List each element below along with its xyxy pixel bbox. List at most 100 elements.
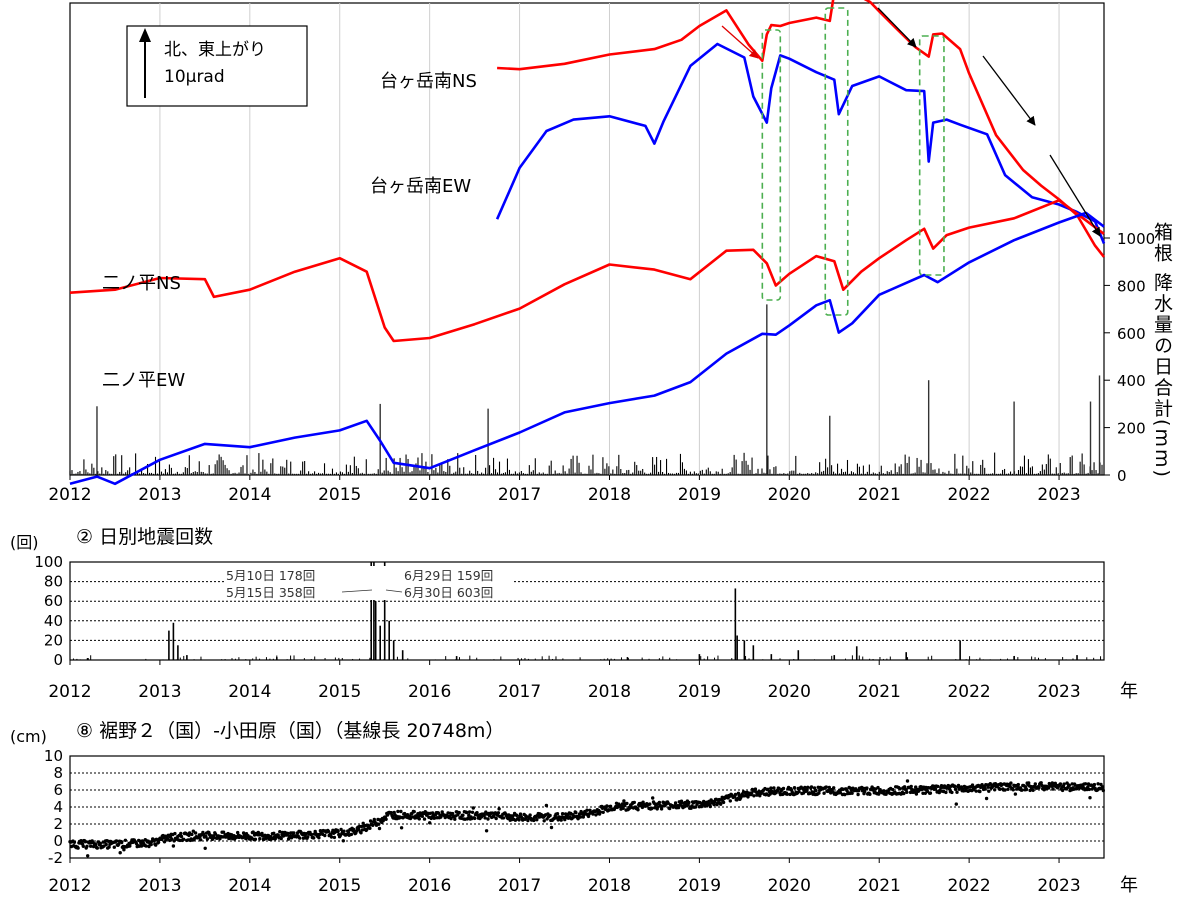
gnss-point: [936, 784, 940, 789]
gnss-point: [107, 845, 111, 849]
gnss-point: [81, 844, 86, 848]
gnss-point: [72, 840, 77, 844]
gnss-point: [156, 840, 161, 844]
gnss-point: [104, 842, 108, 847]
year-label: 2012: [48, 682, 91, 702]
gnss-point: [824, 785, 828, 789]
tilt-year-labels: 2012 2013 2014 2015 2016 2017 2018 2019 2020 2021…: [48, 475, 1081, 505]
gnss-unit: (cm): [10, 727, 47, 746]
year-label: 2023: [1037, 485, 1080, 505]
gnss-point: [535, 818, 539, 822]
gnss-year-labels: 2012 2013 2014 2015 2016 2017 2018 2019 2020 2021…: [48, 858, 1081, 896]
gnss-point: [349, 832, 354, 837]
gnss-point: [286, 831, 290, 836]
gnss-point: [1006, 787, 1010, 791]
gnss-point: [114, 839, 119, 843]
gnss-point: [346, 830, 351, 835]
gnss-point: [336, 829, 340, 834]
gnss-point: [676, 805, 681, 810]
gnss-point: [806, 785, 810, 789]
gnss-nen-label: 年: [1120, 875, 1138, 896]
gnss-point: [809, 785, 814, 789]
gnss-point: [260, 831, 264, 836]
gnss-point: [1009, 781, 1013, 785]
gnss-point: [359, 831, 363, 835]
gnss-point: [733, 792, 738, 797]
gnss-point: [399, 826, 404, 830]
gnss-point: [202, 832, 206, 837]
gnss-point: [1096, 782, 1100, 786]
gnss-point: [865, 786, 869, 790]
gnss-point: [914, 792, 919, 796]
gnss-point: [976, 783, 981, 788]
eq-note-1: 5月10日 178回: [226, 568, 315, 583]
eq-tick-label: 100: [34, 553, 63, 571]
gnss-point: [279, 836, 283, 841]
gnss-point: [1027, 781, 1031, 785]
gnss-point: [712, 802, 716, 807]
gnss-point: [89, 844, 93, 848]
gnss-point: [412, 810, 416, 814]
gnss-point: [484, 829, 489, 833]
gnss-point: [420, 814, 424, 818]
gnss-point: [118, 851, 122, 855]
gnss-point: [312, 836, 316, 840]
year-label: 2014: [228, 485, 271, 505]
gnss-point: [494, 816, 498, 821]
gnss-point: [898, 787, 902, 791]
gnss-point: [483, 816, 487, 820]
gnss-point: [309, 832, 314, 837]
gnss-point: [601, 810, 605, 814]
year-label: 2012: [48, 876, 91, 896]
gnss-point: [648, 802, 652, 806]
gnss-point: [457, 810, 461, 815]
year-label: 2020: [768, 682, 811, 702]
eq-year-labels: 2012 2013 2014 2015 2016 2017 2018 2019 2020 2021…: [48, 660, 1081, 702]
year-label: 2015: [318, 876, 361, 896]
eq-note-leader-2: [385, 589, 403, 593]
gnss-point: [1067, 783, 1072, 788]
year-label: 2021: [858, 485, 901, 505]
year-label: 2013: [138, 876, 181, 896]
gnss-point: [902, 791, 906, 796]
gnss-point: [621, 806, 625, 810]
gnss-point: [953, 787, 958, 791]
gnss-point: [128, 844, 132, 848]
gnss-point: [86, 854, 90, 858]
gnss-point: [785, 792, 789, 796]
gnss-point: [659, 807, 664, 811]
year-label: 2022: [947, 682, 990, 702]
gnss-point: [351, 827, 356, 832]
gnss-point: [548, 813, 552, 818]
gnss-point: [752, 794, 756, 798]
year-label: 2017: [498, 876, 541, 896]
gnss-point: [605, 804, 609, 808]
tilt-year-gridlines: [159, 3, 1060, 475]
gnss-point: [204, 834, 208, 839]
gnss-point: [496, 811, 501, 815]
year-label: 2019: [678, 485, 721, 505]
gnss-point: [769, 786, 773, 790]
year-label: 2023: [1037, 682, 1080, 702]
gnss-point: [371, 823, 375, 827]
gnss-point: [905, 779, 910, 783]
gnss-point: [673, 801, 678, 805]
gnss-tick-label: 10: [44, 747, 63, 765]
gnss-point: [953, 784, 957, 788]
gnss-point: [492, 815, 496, 819]
gnss-point: [117, 842, 121, 846]
gnss-point: [486, 817, 490, 821]
gnss-point: [657, 800, 662, 805]
gnss-point: [450, 811, 455, 816]
gnss-point: [471, 806, 475, 810]
year-label: 2022: [947, 876, 990, 896]
year-label: 2022: [947, 485, 990, 505]
gnss-point: [402, 811, 407, 816]
precip-tick-label: 200: [1117, 420, 1146, 438]
eq-note-2: 5月15日 358回: [226, 585, 315, 600]
gnss-point: [882, 789, 886, 793]
gnss-point: [258, 837, 262, 841]
tilt-series-line: [69, 199, 1105, 343]
